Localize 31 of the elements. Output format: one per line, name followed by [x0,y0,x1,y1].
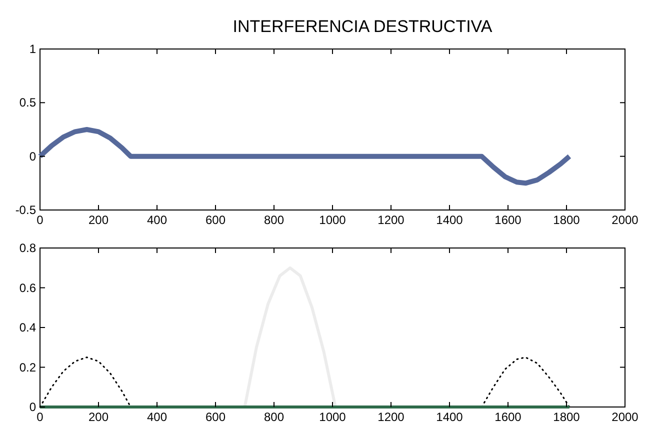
x-tick-label: 2000 [612,410,639,424]
x-tick-label: 200 [88,213,109,227]
x-tick-label: 1400 [436,213,464,227]
x-tick-label: 600 [205,410,226,424]
x-tick-label: 1400 [436,410,464,424]
x-tick-label: 200 [88,410,109,424]
y-tick-label: -0.5 [15,203,36,217]
y-tick-label: 1 [29,42,36,56]
chart-title: INTERFERENCIA DESTRUCTIVA [232,17,493,36]
x-tick-label: 1800 [553,410,580,424]
y-tick-label: 0 [29,400,36,414]
x-tick-label: 1200 [378,410,405,424]
x-tick-label: 1800 [553,213,580,227]
y-tick-label: 0.4 [19,320,36,334]
x-tick-label: 400 [146,213,168,227]
line-series [243,266,337,408]
y-tick-label: 0 [29,149,36,164]
y-tick-label: 0.6 [19,280,36,295]
x-tick-label: 2000 [612,213,639,227]
x-tick-label: 1000 [319,213,346,227]
x-tick-label: 1000 [319,410,346,424]
x-tick-label: 800 [264,213,284,227]
x-tick-label: 1600 [494,410,522,424]
x-tick-label: 800 [264,410,284,424]
y-tick-label: 0.8 [19,241,36,255]
y-tick-label: 0.5 [19,96,36,110]
y-tick-label: 0.2 [19,360,36,374]
x-tick-label: 1600 [494,213,522,227]
x-tick-label: 400 [146,410,168,424]
x-tick-label: 600 [205,213,226,227]
x-tick-label: 1200 [378,213,405,227]
